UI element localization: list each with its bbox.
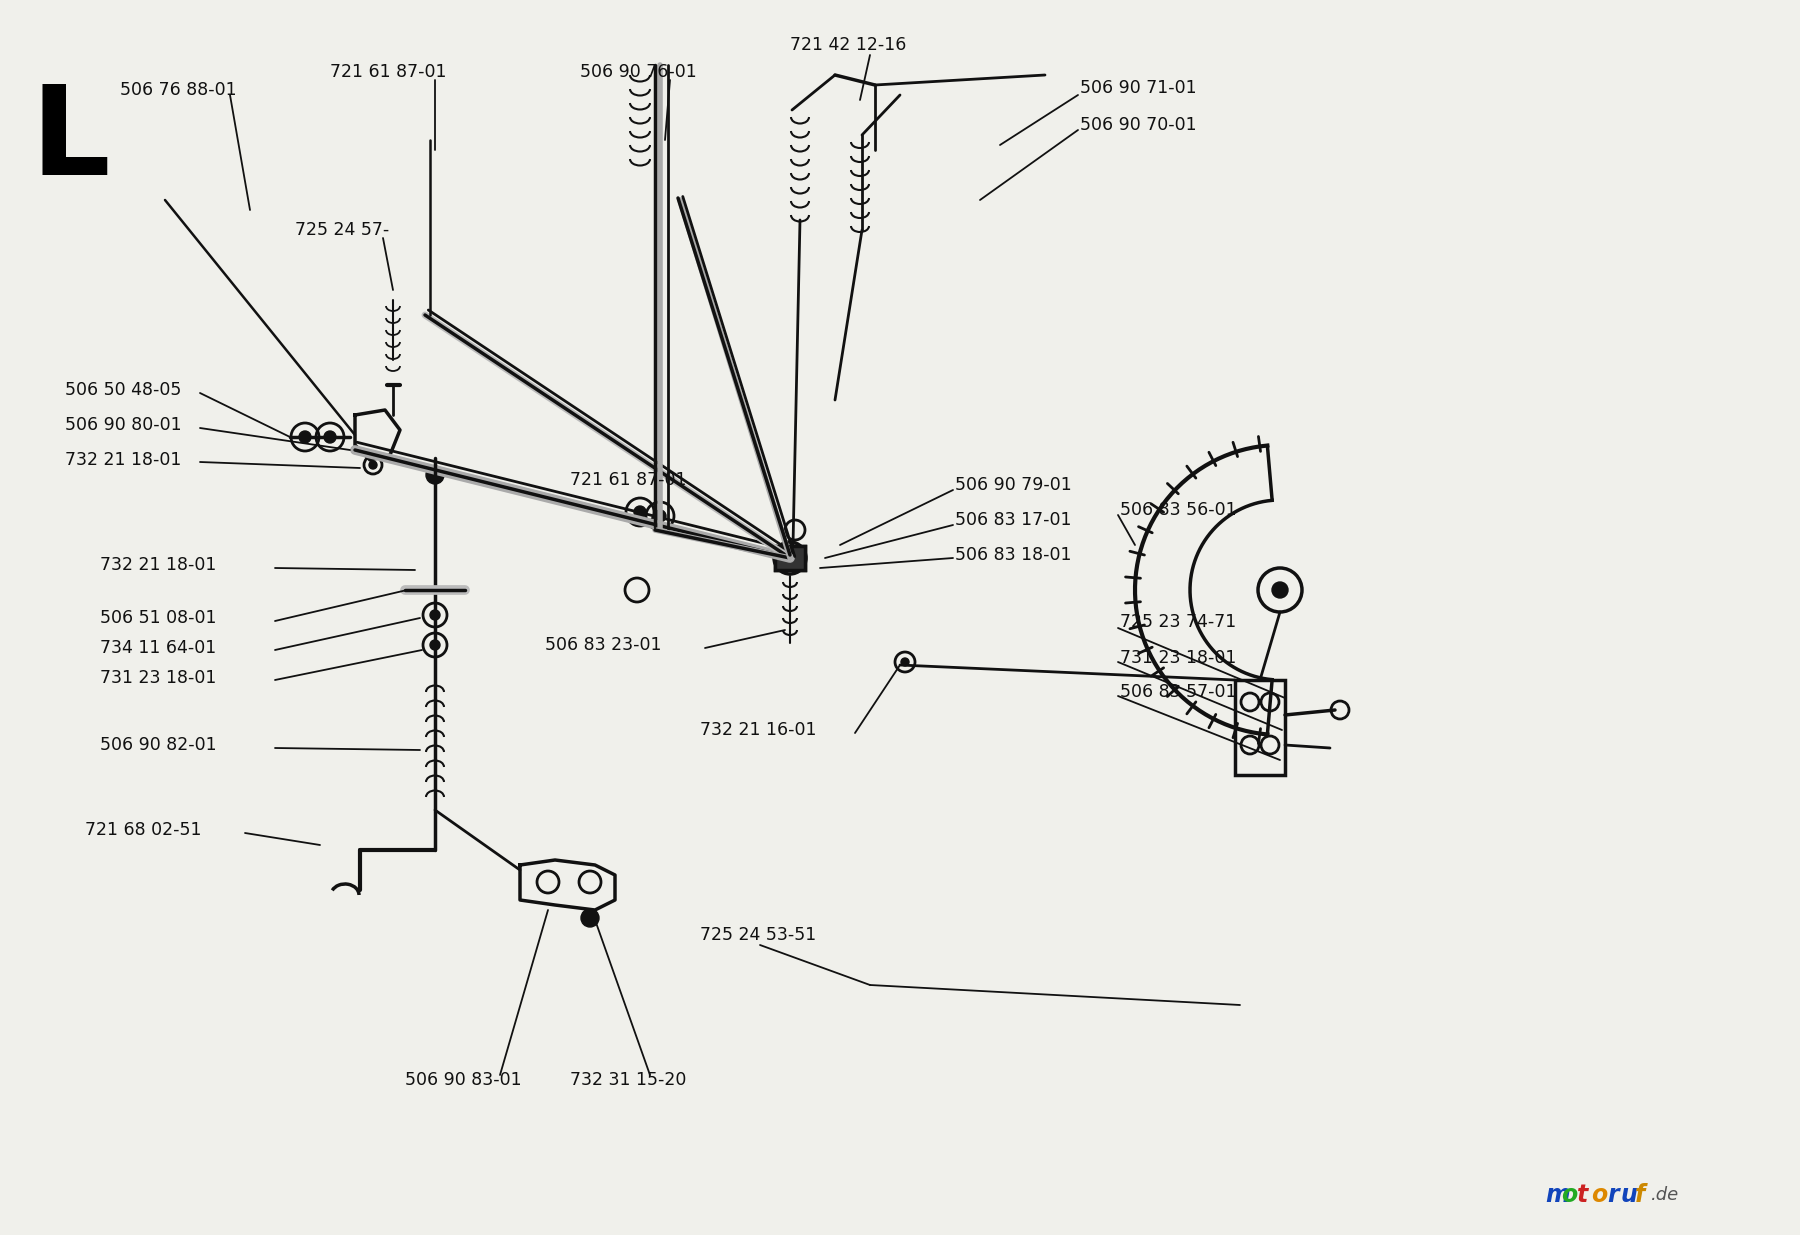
Text: t: t	[1577, 1183, 1588, 1207]
Text: 506 90 70-01: 506 90 70-01	[1080, 116, 1197, 135]
Text: .de: .de	[1651, 1186, 1679, 1204]
Circle shape	[430, 640, 439, 650]
Text: 732 21 18-01: 732 21 18-01	[65, 451, 182, 469]
Circle shape	[581, 909, 599, 927]
Text: 506 83 23-01: 506 83 23-01	[545, 636, 662, 655]
Text: 506 51 08-01: 506 51 08-01	[101, 609, 216, 627]
Text: 725 24 57-: 725 24 57-	[295, 221, 389, 240]
Text: 721 42 12-16: 721 42 12-16	[790, 36, 907, 54]
Text: 506 83 56-01: 506 83 56-01	[1120, 501, 1237, 519]
Text: u: u	[1622, 1183, 1638, 1207]
Text: 506 90 83-01: 506 90 83-01	[405, 1071, 522, 1089]
Text: 732 21 16-01: 732 21 16-01	[700, 721, 817, 739]
Bar	[776, 546, 805, 571]
Text: 732 31 15-20: 732 31 15-20	[571, 1071, 686, 1089]
Circle shape	[634, 506, 646, 517]
Text: m: m	[1544, 1183, 1570, 1207]
Text: 506 90 76-01: 506 90 76-01	[580, 63, 697, 82]
Text: 721 61 87-01: 721 61 87-01	[571, 471, 686, 489]
Text: 731 23 18-01: 731 23 18-01	[101, 669, 216, 687]
Text: 506 90 71-01: 506 90 71-01	[1080, 79, 1197, 98]
Text: 721 61 87-01: 721 61 87-01	[329, 63, 446, 82]
Circle shape	[324, 431, 337, 443]
Text: 725 23 74-71: 725 23 74-71	[1120, 613, 1237, 631]
Text: 506 90 82-01: 506 90 82-01	[101, 736, 216, 755]
Text: 731 23 18-01: 731 23 18-01	[1120, 650, 1237, 667]
Circle shape	[783, 551, 797, 564]
Text: 506 83 18-01: 506 83 18-01	[956, 546, 1071, 564]
Text: f: f	[1634, 1183, 1645, 1207]
Text: 725 24 53-51: 725 24 53-51	[700, 926, 815, 944]
Bar	[776, 546, 805, 571]
Circle shape	[1273, 582, 1289, 598]
Text: 506 90 80-01: 506 90 80-01	[65, 416, 182, 433]
Text: r: r	[1607, 1183, 1618, 1207]
Circle shape	[299, 431, 311, 443]
Bar	[1235, 680, 1285, 776]
Text: 506 83 57-01: 506 83 57-01	[1120, 683, 1237, 701]
Circle shape	[902, 658, 909, 666]
Circle shape	[653, 510, 666, 522]
Text: o: o	[1561, 1183, 1577, 1207]
Text: L: L	[31, 80, 110, 201]
Text: 506 50 48-05: 506 50 48-05	[65, 382, 182, 399]
Text: 721 68 02-51: 721 68 02-51	[85, 821, 202, 839]
Circle shape	[427, 466, 445, 484]
Text: 506 76 88-01: 506 76 88-01	[121, 82, 236, 99]
Text: o: o	[1591, 1183, 1607, 1207]
Text: 506 83 17-01: 506 83 17-01	[956, 511, 1071, 529]
Circle shape	[369, 461, 376, 469]
Text: 734 11 64-01: 734 11 64-01	[101, 638, 216, 657]
Text: 506 90 79-01: 506 90 79-01	[956, 475, 1071, 494]
Text: 732 21 18-01: 732 21 18-01	[101, 556, 216, 574]
Circle shape	[430, 610, 439, 620]
